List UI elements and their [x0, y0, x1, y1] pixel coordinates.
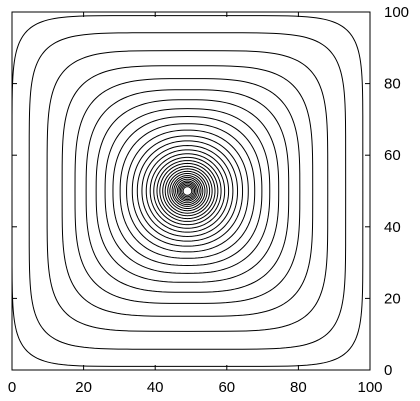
contour-line [175, 178, 200, 204]
y-tick-label: 80 [384, 76, 401, 93]
y-axis: 0 20 40 60 80 100 [12, 4, 409, 379]
contour-line [167, 170, 208, 212]
contour-line [11, 15, 364, 367]
x-axis: 0 20 40 60 80 100 [8, 12, 383, 396]
y-tick-label: 20 [384, 290, 401, 307]
plot-frame [11, 11, 371, 371]
y-tick-label: 40 [384, 219, 401, 236]
x-tick-label: 0 [8, 379, 16, 396]
y-tick-label: 100 [384, 4, 409, 21]
contour-line [156, 160, 219, 222]
contour-line [112, 116, 263, 266]
contour-line [176, 180, 198, 202]
contour-line [141, 145, 234, 237]
x-tick-label: 20 [75, 379, 92, 396]
contour-line [159, 162, 216, 220]
contour-line [95, 99, 280, 283]
contour-line [85, 89, 290, 293]
contour-line [178, 181, 197, 201]
contour-line [74, 78, 301, 304]
contour-line [182, 186, 193, 196]
contour-line [173, 176, 202, 206]
contour-line [126, 129, 249, 253]
x-tick-label: 60 [218, 379, 235, 396]
contour-line [145, 149, 230, 233]
contour-line [136, 140, 239, 242]
contour-line [131, 135, 244, 247]
contour-line [179, 183, 196, 199]
x-tick-label: 40 [147, 379, 164, 396]
contour-line [169, 172, 206, 210]
contour-lines [11, 15, 364, 367]
x-tick-label: 100 [357, 379, 382, 396]
contour-line [46, 50, 329, 332]
y-tick-label: 0 [384, 362, 392, 379]
contour-line [28, 32, 347, 350]
contour-line [171, 175, 204, 207]
x-tick-label: 80 [290, 379, 307, 396]
contour-line [164, 168, 211, 214]
contour-line [162, 165, 213, 217]
contour-line [104, 108, 271, 274]
contour-line [61, 65, 314, 317]
contour-line [119, 123, 256, 259]
y-tick-label: 60 [384, 147, 401, 164]
contour-line [153, 156, 222, 226]
contour-line [149, 153, 226, 229]
contour-line [181, 184, 194, 198]
